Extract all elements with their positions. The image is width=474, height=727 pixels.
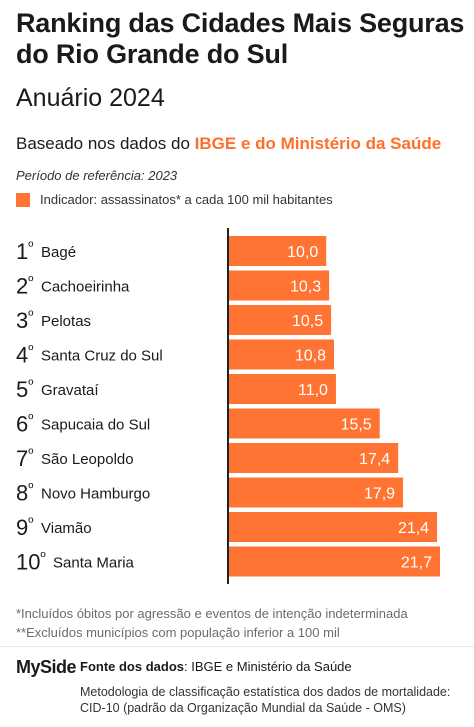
bar-value-label: 10,5 (292, 313, 323, 330)
city-label: Bagé (41, 244, 76, 261)
bar-5 (229, 374, 336, 404)
footnotes: *Incluídos óbitos por agressão e eventos… (16, 604, 408, 642)
rank-label: 10º (16, 549, 46, 575)
city-label: Cachoeirinha (41, 279, 130, 296)
chart-axis-line (227, 228, 229, 584)
reference-period: Período de referência: 2023 (16, 168, 178, 183)
bar-chart: 10,0 1º Bagé 10,3 2º Cachoeirinha 10,5 3º Pelota… (16, 236, 440, 577)
bar-7 (229, 443, 399, 473)
bar-value-label: 10,8 (295, 348, 326, 365)
footnote-2: **Excluídos municípios com população inf… (16, 625, 340, 640)
rank-label: 6º (16, 411, 33, 437)
rank-label: 7º (16, 445, 33, 471)
bar-value-label: 17,9 (364, 486, 395, 503)
rank-label: 8º (16, 480, 33, 506)
rank-label: 4º (16, 342, 33, 368)
bar-8 (229, 477, 404, 508)
bar-value-label: 10,3 (290, 279, 321, 296)
chart-subtitle: Anuário 2024 (16, 84, 165, 112)
rank-label: 2º (16, 273, 33, 299)
bar-value-label: 10,0 (287, 244, 318, 261)
city-label: Pelotas (41, 313, 91, 330)
bar-2 (229, 270, 330, 301)
footnote-1: *Incluídos óbitos por agressão e eventos… (16, 606, 408, 621)
city-label: Santa Maria (53, 555, 135, 572)
rank-label: 5º (16, 376, 33, 402)
city-label: Viamão (41, 520, 92, 537)
city-label: Novo Hamburgo (41, 486, 150, 503)
bar-value-label: 21,4 (398, 520, 429, 537)
city-label: Santa Cruz do Sul (41, 348, 163, 365)
legend: Indicador: assassinatos* a cada 100 mil … (16, 192, 333, 207)
bar-value-label: 11,0 (298, 382, 328, 399)
bar-3 (229, 305, 332, 335)
bar-9 (229, 512, 438, 542)
bar-6 (229, 408, 380, 439)
bar-10 (229, 546, 440, 577)
city-label: Sapucaia do Sul (41, 417, 150, 434)
methodology-note: Metodologia de classificação estatística… (80, 685, 451, 715)
rank-label: 1º (16, 238, 33, 264)
brand-side: Side (40, 657, 77, 677)
bar-value-label: 17,4 (359, 451, 390, 468)
rank-label: 9º (16, 514, 33, 540)
city-label: São Leopoldo (41, 451, 134, 468)
bar-value-label: 15,5 (341, 417, 372, 434)
myside-logo: MySide (16, 657, 77, 678)
data-basis: Baseado nos dados do IBGE e do Ministéri… (16, 134, 441, 154)
source-text: : IBGE e Ministério da Saúde (184, 659, 352, 674)
source-label: Fonte dos dados (80, 659, 184, 674)
data-basis-prefix: Baseado nos dados do (16, 134, 195, 153)
brand-my: My (16, 657, 41, 677)
bar-1 (229, 236, 327, 266)
legend-label: Indicador: assassinatos* a cada 100 mil … (40, 192, 333, 207)
city-label: Gravataí (41, 382, 99, 399)
data-source: Fonte dos dados: IBGE e Ministério da Sa… (80, 659, 352, 674)
bar-value-label: 21,7 (401, 555, 432, 572)
bar-4 (229, 339, 335, 370)
legend-swatch (16, 192, 30, 207)
footer-divider (0, 646, 474, 647)
data-basis-highlight: IBGE e do Ministério da Saúde (194, 134, 442, 153)
rank-label: 3º (16, 307, 33, 333)
chart-title: Ranking das Cidades Mais Seguras do Rio … (16, 8, 465, 69)
